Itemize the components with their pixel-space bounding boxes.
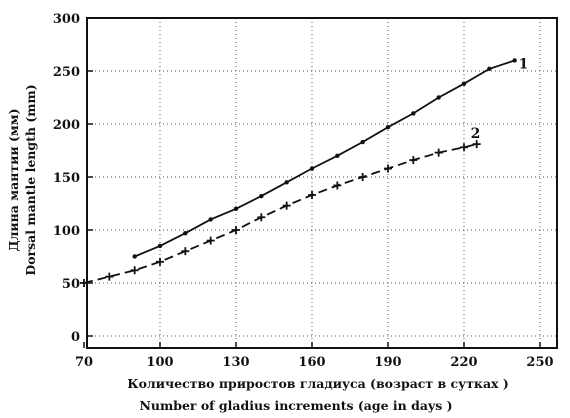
x-tick-label: 130 (222, 355, 249, 370)
series-1-point (411, 111, 416, 116)
series-1-point (309, 166, 315, 171)
x-tick-label: 250 (526, 355, 553, 370)
series-1-point (259, 193, 264, 199)
series-1-point (284, 180, 289, 185)
series-2-point (333, 181, 342, 190)
series-2-point (181, 247, 190, 256)
x-axis-title-ru: Количество приростов гладиуса (возраст в… (127, 376, 509, 391)
series-2-point (472, 140, 481, 149)
x-tick-label: 100 (146, 355, 173, 370)
y-axis-title-en: Dorsal mantle length (mm) (23, 84, 38, 275)
series-2-point (409, 156, 418, 165)
series-1-line (134, 59, 515, 258)
series-2-point (105, 272, 114, 281)
series-1-label: 1 (519, 56, 529, 72)
series: 12 (80, 56, 528, 287)
series-2-point (434, 148, 443, 157)
series-1-point (335, 153, 340, 158)
y-tick-label: 250 (53, 65, 80, 80)
series-2-point (156, 257, 164, 266)
series-2: 2 (80, 126, 481, 287)
series-2-point (80, 279, 88, 287)
series-2-line (83, 143, 477, 284)
series-2-point (460, 143, 468, 152)
grid (87, 18, 557, 348)
x-axis-title-en: Number of gladius increments (age in day… (139, 398, 452, 413)
series-1-point (385, 124, 391, 130)
y-tick-label: 0 (71, 330, 80, 345)
series-1-point (208, 217, 213, 222)
series-1-point (132, 254, 137, 259)
x-tick-label: 70 (75, 355, 93, 370)
series-2-label: 2 (471, 126, 481, 142)
series-2-point (257, 213, 266, 222)
series-1-point (436, 95, 441, 100)
y-tick-label: 50 (62, 277, 80, 292)
plot-frame (86, 17, 558, 349)
series-2-point (232, 226, 240, 234)
series-1-point (233, 206, 239, 211)
y-tick-label: 100 (53, 224, 80, 239)
series-2-point (282, 201, 291, 210)
series-2-point (384, 164, 392, 173)
series-1: 1 (132, 56, 529, 259)
series-2-point (130, 266, 139, 275)
y-tick-label: 200 (53, 118, 80, 133)
series-1-point (360, 139, 365, 145)
series-2-point (206, 236, 215, 245)
y-tick-label: 300 (53, 12, 80, 27)
y-tick-label: 150 (53, 171, 80, 186)
axis-ticks: 70 100 130 160 190 220 250 0 50 100 150 200 250 300 (53, 12, 554, 370)
x-tick-label: 220 (450, 355, 477, 370)
series-1-point (487, 66, 492, 72)
x-tick-label: 190 (374, 355, 401, 370)
series-1-point (157, 243, 163, 249)
y-axis-title-ru: Длина мантии (мм) (6, 108, 21, 251)
series-2-point (358, 173, 367, 181)
series-1-point (461, 81, 467, 86)
series-2-point (308, 191, 316, 200)
series-1-point (183, 230, 188, 236)
series-1-point (512, 58, 517, 63)
x-tick-label: 160 (298, 355, 325, 370)
